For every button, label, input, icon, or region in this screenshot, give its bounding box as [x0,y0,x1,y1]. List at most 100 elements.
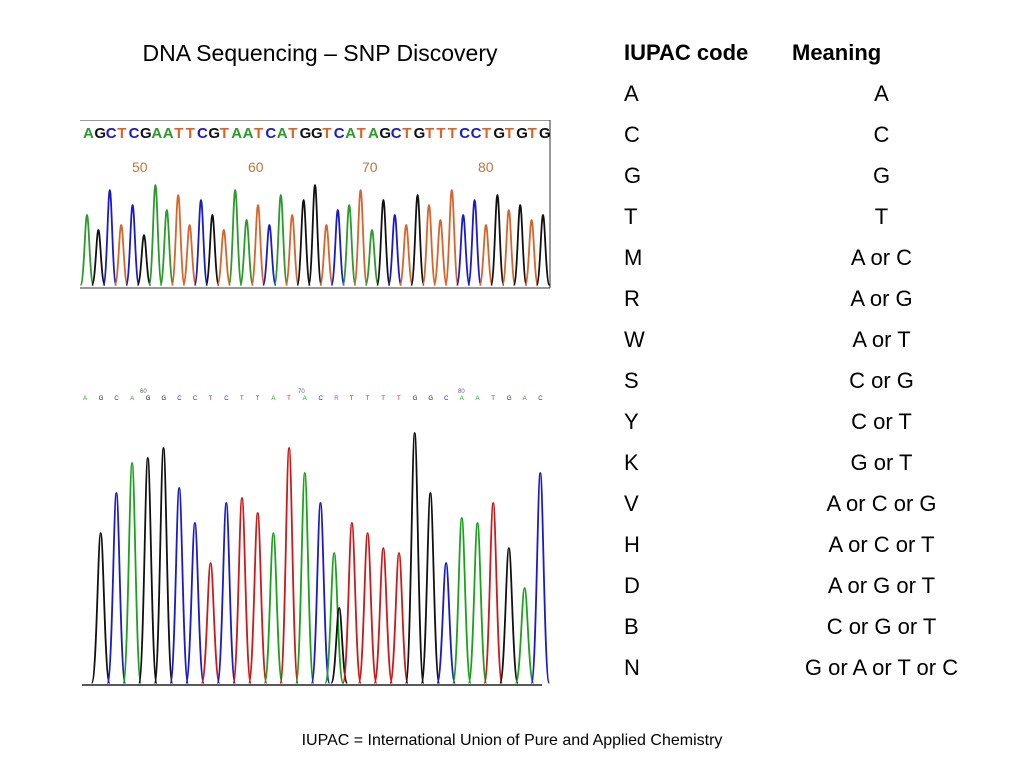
bottom-sequence-letter: T [491,396,495,402]
top-sequence-letter: T [254,125,263,142]
top-position-label: 50 [132,159,148,175]
iupac-row: M A or C [624,245,994,286]
top-peak [79,214,95,286]
top-peak [250,204,266,286]
top-peak [524,219,539,286]
iupac-meaning: A or T [852,327,911,352]
bottom-peak [185,522,205,684]
top-peak [387,214,403,286]
iupac-row: Y C or T [624,409,994,450]
top-peak [296,199,311,286]
bottom-peak [232,497,252,684]
bottom-peak [530,472,550,684]
bottom-peak [499,547,519,684]
bottom-peak [420,492,441,684]
bottom-sequence-letter: C [538,396,543,402]
iupac-code: V [624,491,639,516]
top-position-labels: 50 60 70 80 [132,159,494,175]
iupac-code: R [624,286,640,311]
top-sequence-letter: G [379,125,391,142]
bottom-peak [389,552,409,684]
top-peak [341,204,357,286]
top-sequence-letter: T [402,125,411,142]
top-peak [501,209,517,286]
bottom-sequence-letter: T [209,396,213,402]
top-peak [490,194,505,286]
top-peak [102,189,118,286]
top-sequence-letter: T [448,125,457,142]
bottom-peak [200,562,221,684]
iupac-meaning: G or A or T or C [804,655,959,680]
top-peak [159,209,175,286]
top-sequence-letter: G [94,125,106,142]
top-peaks [79,184,551,286]
top-sequence-letter: C [334,125,345,142]
bottom-peak [137,457,158,684]
iupac-meaning: A or G or T [827,573,936,598]
bottom-peak [467,522,488,684]
top-sequence-letter: T [436,125,445,142]
bottom-peak [330,607,349,684]
iupac-code: T [624,204,638,229]
top-peak [433,219,448,286]
bottom-peak [324,552,345,684]
top-peak [182,224,197,286]
top-peak [353,189,368,286]
top-peak [205,214,220,286]
bottom-sequence-letter: C [193,396,198,402]
top-sequence-letter: A [277,125,288,142]
top-sequence-letter: T [186,125,195,142]
top-peak [136,234,152,286]
bottom-sequence-letter: A [523,396,527,402]
top-sequence-letter: A [163,125,174,142]
bottom-sequence-letter: A [460,396,464,402]
bottom-sequence-letter: A [476,396,480,402]
iupac-code: N [624,655,640,680]
iupac-code: Y [624,409,639,434]
bottom-sequence-letter: A [303,396,307,402]
top-peak [125,204,140,286]
iupac-code: A [624,81,639,106]
bottom-sequence-letter: C [177,396,182,402]
footnote: IUPAC = International Union of Pure and … [301,732,723,749]
bottom-sequence-letter: G [162,396,167,402]
top-peak [364,229,380,286]
top-position-label: 70 [362,159,378,175]
bottom-sequence-letter: T [256,396,260,402]
top-sequence-letter: A [231,125,242,142]
top-peak [478,224,494,286]
top-peak [113,224,129,286]
top-sequence-letter: C [391,125,402,142]
bottom-peak [216,502,237,684]
top-sequence-letter: T [528,125,537,142]
bottom-sequence-letter: T [381,396,385,402]
bottom-sequence-letter: G [428,396,433,402]
top-peak [227,189,243,286]
iupac-row: V A or C or G [624,491,994,532]
bottom-peak [153,447,174,684]
top-sequence-letter: T [174,125,183,142]
top-sequence-letter: C [459,125,470,142]
bottom-peak [357,532,378,684]
top-sequence-letter: G [208,125,220,142]
iupac-meaning: T [874,204,889,229]
iupac-meaning: A or G [850,286,913,311]
iupac-meaning: C or G [849,368,914,393]
top-sequence-letter: A [243,125,254,142]
iupac-meaning: C [873,122,890,147]
bottom-peak [122,462,142,684]
top-position-label: 60 [248,159,264,175]
bottom-peaks [90,432,550,684]
top-peak [455,214,471,286]
bottom-peak [514,587,535,684]
top-peak [398,224,414,286]
iupac-code: B [624,614,639,639]
top-peak [421,204,437,286]
top-peak [307,184,323,286]
bottom-sequence-letter: A [130,396,134,402]
